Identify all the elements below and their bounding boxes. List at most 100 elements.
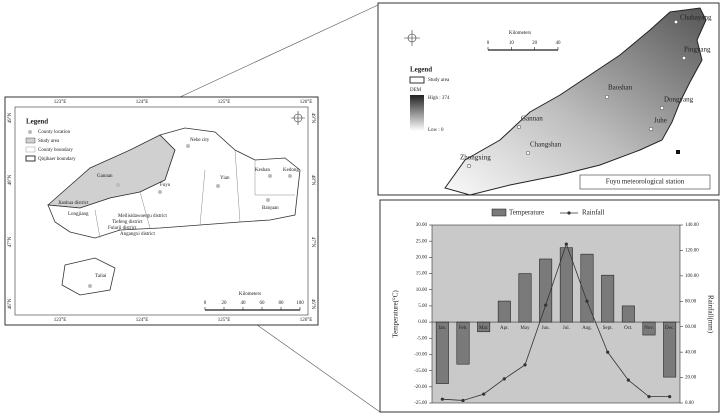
x-tick-label: Jun. xyxy=(542,326,550,331)
y2-tick-label: 0.00 xyxy=(685,401,694,406)
legend-item: DEM xyxy=(410,88,422,93)
longitude-label: 125°E xyxy=(218,100,231,105)
rainfall-point xyxy=(585,300,588,303)
y2-tick-label: 120.00 xyxy=(685,249,699,254)
y-tick-label: -25.00 xyxy=(414,401,427,406)
y-tick-label: -10.00 xyxy=(414,353,427,358)
y-tick-label: -5.00 xyxy=(417,336,428,341)
y-tick-label: 10.00 xyxy=(416,288,428,293)
legend-item: High : 374 xyxy=(428,96,450,101)
y-tick-label: 15.00 xyxy=(416,272,428,277)
legend-symbol xyxy=(26,147,35,152)
y2-tick-label: 80.00 xyxy=(685,299,697,304)
place-label: Longjiang xyxy=(68,212,89,217)
place-label: Gannan xyxy=(97,174,113,179)
county-location xyxy=(288,174,292,178)
legend-title: Legend xyxy=(410,66,432,74)
longitude-label: 123°E xyxy=(54,100,67,105)
y-tick-label: 20.00 xyxy=(416,256,428,261)
town xyxy=(526,151,530,155)
x-tick-label: Jan. xyxy=(438,326,446,331)
y-tick-label: 5.00 xyxy=(418,304,427,309)
scale-title: Kilometers xyxy=(239,292,261,297)
place-label: Angangxi district xyxy=(120,232,155,237)
figure: Legend County location Study area County… xyxy=(0,0,724,420)
latitude-label: 46°N xyxy=(310,299,315,310)
x-tick-label: Nov. xyxy=(644,326,654,331)
town-label: Chahayang xyxy=(680,14,712,22)
latitude-label: 47°N xyxy=(8,236,13,247)
town xyxy=(682,56,686,60)
y-tick-label: 30.00 xyxy=(416,223,428,228)
x-tick-label: Dec. xyxy=(665,326,674,331)
y2-tick-label: 40.00 xyxy=(685,350,697,355)
longitude-label: 124°E xyxy=(136,100,149,105)
county-location xyxy=(158,190,162,194)
place-label: Nehe city xyxy=(190,138,210,143)
longitude-label: 123°E xyxy=(54,318,67,323)
scale-label: 100 xyxy=(296,301,304,306)
x-tick-label: Aug. xyxy=(582,326,592,331)
town xyxy=(660,106,664,110)
legend-ramp xyxy=(410,95,424,131)
longitude-label: 126°E xyxy=(300,318,313,323)
legend-item: Qiqihaer boundary xyxy=(38,157,76,162)
latitude-label: 48°N xyxy=(310,175,315,186)
scale-label: 60 xyxy=(260,301,266,306)
scale-label: 40 xyxy=(556,41,562,46)
rainfall-point xyxy=(647,395,650,398)
y2-tick-label: 140.00 xyxy=(685,223,699,228)
bar xyxy=(560,248,572,322)
rainfall-point xyxy=(482,393,485,396)
x-tick-label: May xyxy=(520,326,530,331)
place-label: Baiquan xyxy=(262,206,279,211)
legend-symbol xyxy=(26,138,35,143)
legend-item: County boundary xyxy=(38,148,73,153)
legend-item: Study area xyxy=(38,139,60,144)
town-label: Zhongxing xyxy=(460,154,491,162)
x-tick-label: Oct. xyxy=(624,326,632,331)
legend-symbol xyxy=(28,130,32,134)
station-marker xyxy=(676,150,680,154)
town-label: Changshan xyxy=(530,141,562,149)
town-label: Baoshan xyxy=(608,84,633,92)
plot-area xyxy=(432,225,680,403)
rainfall-point xyxy=(668,395,671,398)
legend-swatch xyxy=(567,211,570,214)
rainfall-point xyxy=(503,377,506,380)
bar xyxy=(601,275,613,322)
scale-label: 20 xyxy=(532,41,538,46)
town xyxy=(517,125,521,129)
place-label: Keshan xyxy=(255,168,270,173)
latitude-label: 49°N xyxy=(310,113,315,124)
scale-label: 20 xyxy=(222,301,228,306)
place-label: Tiefeng district xyxy=(112,220,143,225)
town-label: Pingyang xyxy=(684,46,711,54)
scale-title: Kilometers xyxy=(509,31,531,36)
rainfall-point xyxy=(606,351,609,354)
town-label: Dongyang xyxy=(664,96,694,104)
latitude-label: 46°N xyxy=(8,298,13,309)
town xyxy=(605,95,609,99)
x-tick-label: Sept. xyxy=(603,326,613,331)
rainfall-point xyxy=(441,398,444,401)
x-tick-label: Mar. xyxy=(479,326,488,331)
rainfall-point xyxy=(627,379,630,382)
rainfall-point xyxy=(523,363,526,366)
county-location xyxy=(88,284,92,288)
place-label: Fularji district xyxy=(108,226,137,231)
place-label: Fuyu xyxy=(160,183,171,188)
legend-title: Legend xyxy=(26,118,48,126)
bar xyxy=(539,259,551,322)
place-label: Yian xyxy=(220,176,230,181)
county-location xyxy=(266,198,270,202)
county-location xyxy=(268,174,272,178)
y2-axis-title: Rainfall(mm) xyxy=(706,295,714,334)
legend-symbol xyxy=(26,156,35,161)
latitude-label: 47°N xyxy=(310,237,315,248)
county-location xyxy=(216,184,220,188)
legend-symbol xyxy=(410,77,424,83)
y-tick-label: -20.00 xyxy=(414,385,427,390)
town xyxy=(649,127,653,131)
